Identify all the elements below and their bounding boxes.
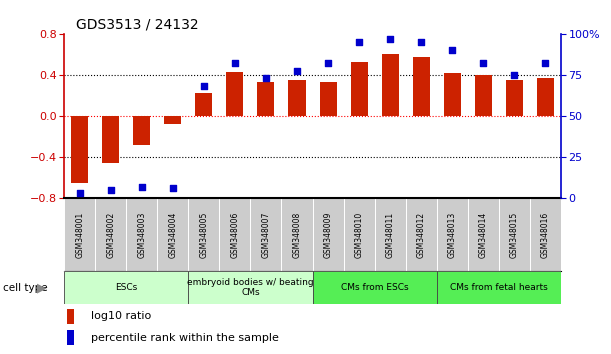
Text: cell type: cell type	[3, 282, 48, 293]
Text: GSM348002: GSM348002	[106, 211, 115, 258]
Point	[261, 75, 271, 81]
Text: CMs from ESCs: CMs from ESCs	[341, 283, 408, 292]
Point	[386, 36, 395, 41]
Text: GDS3513 / 24132: GDS3513 / 24132	[76, 18, 199, 32]
Bar	[412, 57, 430, 116]
Point	[106, 187, 115, 193]
Point	[137, 184, 147, 189]
Point	[447, 47, 457, 53]
Bar	[282, 198, 313, 271]
Bar	[506, 80, 523, 116]
Point	[541, 61, 551, 66]
Point	[323, 61, 333, 66]
Text: GSM348015: GSM348015	[510, 211, 519, 258]
Point	[292, 69, 302, 74]
Bar	[102, 116, 119, 163]
Bar	[375, 198, 406, 271]
Bar	[64, 198, 95, 271]
Text: percentile rank within the sample: percentile rank within the sample	[92, 332, 279, 343]
Text: GSM348016: GSM348016	[541, 211, 550, 258]
Bar	[71, 116, 88, 183]
Bar	[95, 198, 126, 271]
Bar	[219, 198, 251, 271]
Text: GSM348009: GSM348009	[324, 211, 332, 258]
Bar	[343, 198, 375, 271]
Point	[168, 185, 178, 191]
Bar	[164, 116, 181, 124]
Bar	[444, 73, 461, 116]
Text: GSM348013: GSM348013	[448, 211, 457, 258]
Bar	[67, 330, 74, 345]
Text: GSM348005: GSM348005	[199, 211, 208, 258]
Text: GSM348007: GSM348007	[262, 211, 271, 258]
Point	[478, 61, 488, 66]
Text: embryoid bodies w/ beating
CMs: embryoid bodies w/ beating CMs	[187, 278, 313, 297]
Text: CMs from fetal hearts: CMs from fetal hearts	[450, 283, 547, 292]
Text: GSM348004: GSM348004	[168, 211, 177, 258]
Text: ▶: ▶	[37, 281, 46, 294]
Bar	[126, 198, 157, 271]
Bar	[133, 116, 150, 145]
Bar	[382, 54, 399, 116]
Bar	[226, 72, 243, 116]
Point	[510, 72, 519, 78]
Bar	[537, 78, 554, 116]
Bar	[64, 271, 188, 304]
Bar	[499, 198, 530, 271]
Bar	[313, 271, 437, 304]
Text: log10 ratio: log10 ratio	[92, 312, 152, 321]
Bar	[437, 271, 561, 304]
Text: GSM348012: GSM348012	[417, 211, 426, 258]
Text: GSM348014: GSM348014	[479, 211, 488, 258]
Bar	[351, 62, 368, 116]
Text: GSM348010: GSM348010	[354, 211, 364, 258]
Text: GSM348006: GSM348006	[230, 211, 240, 258]
Bar	[257, 82, 274, 116]
Point	[199, 84, 209, 89]
Bar	[67, 309, 74, 324]
Text: GSM348008: GSM348008	[293, 211, 301, 258]
Text: GSM348011: GSM348011	[386, 211, 395, 258]
Bar	[313, 198, 343, 271]
Text: GSM348001: GSM348001	[75, 211, 84, 258]
Point	[75, 190, 84, 196]
Bar	[530, 198, 561, 271]
Bar	[320, 82, 337, 116]
Bar	[475, 75, 492, 116]
Text: GSM348003: GSM348003	[137, 211, 146, 258]
Bar	[288, 80, 306, 116]
Point	[354, 39, 364, 45]
Bar	[468, 198, 499, 271]
Bar	[251, 198, 282, 271]
Bar	[437, 198, 468, 271]
Point	[416, 39, 426, 45]
Bar	[188, 198, 219, 271]
Point	[230, 61, 240, 66]
Text: ESCs: ESCs	[115, 283, 137, 292]
Bar	[196, 93, 213, 116]
Bar	[406, 198, 437, 271]
Bar	[188, 271, 313, 304]
Bar	[157, 198, 188, 271]
